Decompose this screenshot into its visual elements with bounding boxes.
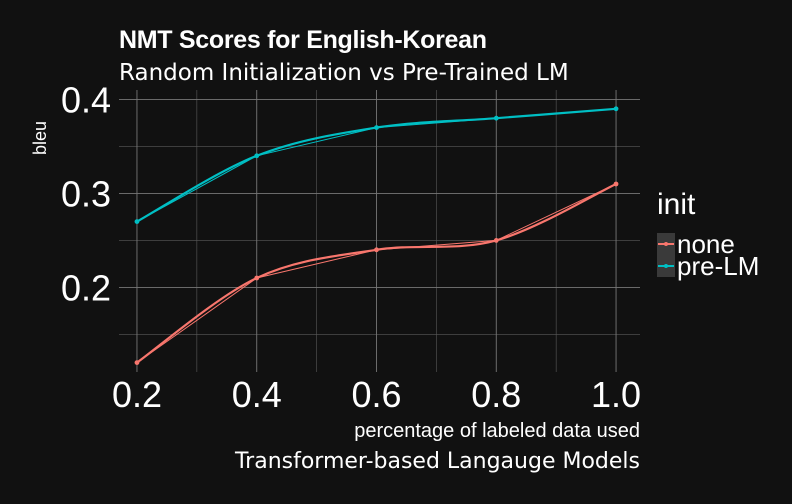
data-point-none — [374, 247, 379, 253]
chart-subtitle: Random Initialization vs Pre-Trained LM — [119, 60, 569, 86]
data-point-none — [613, 181, 619, 187]
chart-title: NMT Scores for English-Korean — [119, 26, 487, 54]
y-tick-label: 0.3 — [61, 173, 111, 214]
legend-title: init — [657, 188, 696, 221]
x-tick-label: 0.4 — [232, 374, 282, 415]
legend-dot-pre-lm — [664, 264, 668, 268]
legend-label-none: none — [677, 229, 735, 259]
legend-item-none: none — [657, 229, 735, 259]
legend-key-none — [657, 233, 675, 255]
data-point-pre-lm — [134, 219, 140, 225]
legend-dot-none — [664, 242, 668, 246]
x-tick-label: 0.8 — [471, 374, 521, 415]
y-tick-label: 0.4 — [61, 79, 111, 120]
series-lines — [134, 106, 619, 365]
tick-labels: 0.2 0.4 0.6 0.8 1.0 0.2 0.3 0.4 — [61, 79, 641, 415]
data-point-none — [134, 360, 140, 365]
legend-label-pre-lm: pre-LM — [677, 251, 760, 281]
data-point-none — [254, 275, 260, 281]
data-point-pre-lm — [613, 106, 619, 112]
data-point-none — [493, 238, 499, 243]
data-point-pre-lm — [374, 125, 379, 130]
data-point-pre-lm — [493, 115, 499, 121]
x-axis-label: percentage of labeled data used — [354, 420, 640, 442]
x-tick-label: 0.2 — [112, 374, 162, 415]
y-tick-label: 0.2 — [61, 267, 111, 308]
data-point-pre-lm — [254, 153, 260, 159]
legend-item-pre-lm: pre-LM — [657, 251, 760, 281]
x-tick-label: 1.0 — [591, 374, 641, 415]
x-tick-label: 0.6 — [351, 374, 401, 415]
chart-caption: Transformer-based Langauge Models — [234, 449, 640, 474]
legend-key-pre-lm — [657, 255, 675, 277]
grid-lines — [119, 90, 640, 372]
